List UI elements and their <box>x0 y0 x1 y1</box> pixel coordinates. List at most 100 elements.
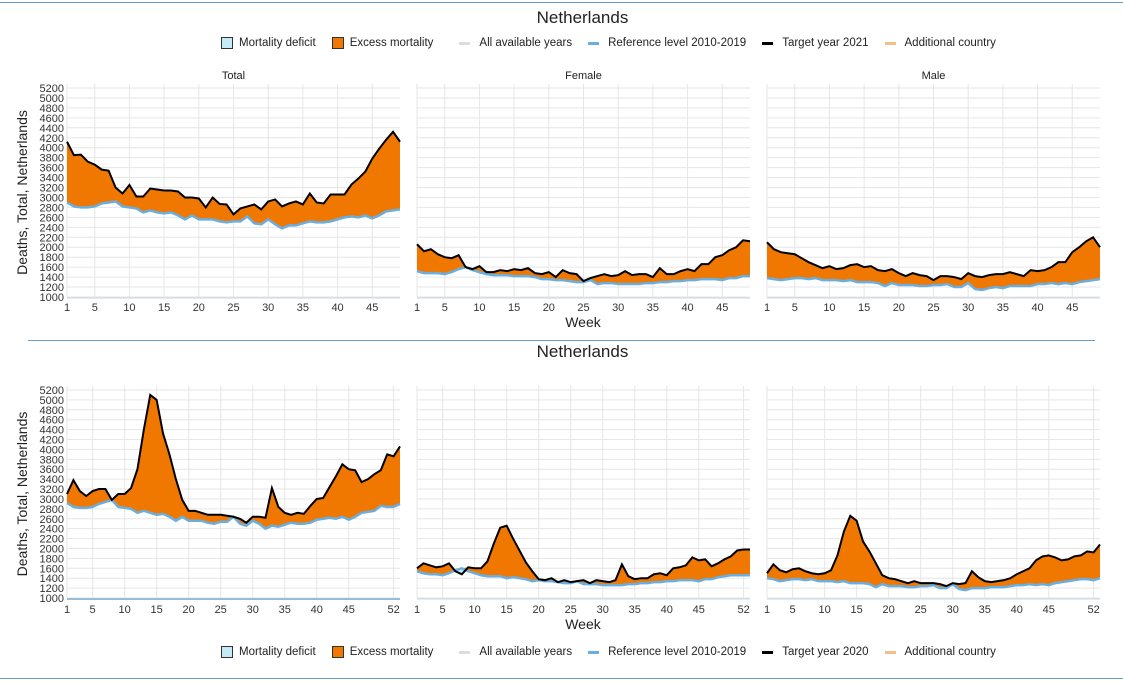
x-tick-label: 52 <box>737 604 749 616</box>
x-tick-label: 40 <box>311 604 323 616</box>
y-tick-label: 1000 <box>40 292 64 304</box>
target-line <box>762 650 774 654</box>
x-tick-label: 25 <box>577 302 589 314</box>
facet-label: Total <box>222 70 245 82</box>
x-tick-label: 10 <box>819 604 831 616</box>
chart-2020: 1000120014001600180020002200240026002800… <box>14 385 1101 632</box>
chart-title-2020: Netherlands <box>536 342 629 361</box>
reference-level-line <box>766 576 1101 592</box>
x-tick-label: 1 <box>414 302 420 314</box>
y-tick-label: 4600 <box>40 113 64 125</box>
x-tick-label: 1 <box>64 604 70 616</box>
x-tick-label: 45 <box>343 604 355 616</box>
x-tick-label: 45 <box>366 302 378 314</box>
x-tick-label: 10 <box>123 302 135 314</box>
x-tick-label: 30 <box>262 302 274 314</box>
y-tick-label: 3000 <box>40 192 64 204</box>
y-tick-label: 1400 <box>40 272 64 284</box>
x-tick-label: 15 <box>851 604 863 616</box>
top-border <box>0 2 1123 3</box>
x-tick-label: 10 <box>473 302 485 314</box>
y-tick-label: 4200 <box>40 435 64 447</box>
y-tick-label: 3600 <box>40 163 64 175</box>
additional-line <box>884 650 896 654</box>
x-tick-label: 1 <box>764 302 770 314</box>
panel-male: 1 5 10 15 20 25 30 35 40 45 52 <box>764 386 1101 616</box>
excess-swatch <box>331 646 344 658</box>
x-tick-label: 10 <box>469 604 481 616</box>
x-tick-label: 5 <box>790 604 796 616</box>
legend-item-excess[interactable]: Excess mortality <box>331 37 433 49</box>
x-tick-label: 20 <box>543 302 555 314</box>
y-tick-label: 1800 <box>40 252 64 264</box>
x-tick-label: 45 <box>1043 604 1055 616</box>
legend-item-target[interactable]: Target year 2021 <box>762 37 869 49</box>
legend-item-reference[interactable]: Reference level 2010-2019 <box>588 37 746 49</box>
x-tick-label: 30 <box>247 604 259 616</box>
x-tick-label: 20 <box>893 302 905 314</box>
y-tick-label: 2600 <box>40 212 64 224</box>
target-year-line <box>66 393 401 524</box>
x-tick-label: 10 <box>119 604 131 616</box>
y-tick-label: 1600 <box>40 262 64 274</box>
legend-item-deficit[interactable]: Mortality deficit <box>221 37 316 49</box>
y-tick-label: 5000 <box>40 395 64 407</box>
x-tick-label: 1 <box>414 604 420 616</box>
x-tick-label: 40 <box>681 302 693 314</box>
y-tick-label: 1200 <box>40 282 64 294</box>
y-tick-label: 3800 <box>40 153 64 165</box>
y-tick-label: 4000 <box>40 143 64 155</box>
x-tick-label: 30 <box>597 604 609 616</box>
legend-item-additional[interactable]: Additional country <box>884 37 996 49</box>
legend-item-target[interactable]: Target year 2020 <box>762 646 869 658</box>
x-tick-label: 15 <box>501 604 513 616</box>
y-tick-label: 3200 <box>40 183 64 195</box>
legend-item-reference[interactable]: Reference level 2010-2019 <box>588 646 746 658</box>
excess-mortality-area <box>67 394 400 529</box>
target-year-line <box>416 239 751 283</box>
y-tick-label: 1800 <box>40 553 64 565</box>
target-year-line <box>766 235 1101 282</box>
x-tick-label: 15 <box>508 302 520 314</box>
x-tick-label: 25 <box>927 302 939 314</box>
x-axis-title: Week <box>565 616 602 632</box>
all-years-line <box>459 650 471 654</box>
target-year-line <box>66 130 401 216</box>
y-tick-label: 4800 <box>40 103 64 115</box>
excess-mortality-area <box>67 131 400 229</box>
y-tick-label: 2800 <box>40 202 64 214</box>
legend-item-all-years[interactable]: All available years <box>459 646 572 658</box>
y-tick-label: 2600 <box>40 514 64 526</box>
legend-item-all-years[interactable]: All available years <box>459 37 572 49</box>
y-tick-label: 3400 <box>40 474 64 486</box>
x-tick-label: 15 <box>858 302 870 314</box>
x-tick-label: 15 <box>158 302 170 314</box>
reference-line <box>588 41 600 45</box>
x-tick-label: 40 <box>1031 302 1043 314</box>
reference-line <box>588 650 600 654</box>
y-tick-label: 1400 <box>40 573 64 585</box>
reference-level-line <box>66 200 401 230</box>
x-tick-label: 35 <box>647 302 659 314</box>
legend-item-deficit[interactable]: Mortality deficit <box>221 646 316 658</box>
y-tick-label: 2400 <box>40 524 64 536</box>
x-tick-label: 5 <box>92 302 98 314</box>
reference-level-line <box>416 566 750 587</box>
x-tick-label: 25 <box>227 302 239 314</box>
y-tick-label: 3800 <box>40 454 64 466</box>
x-tick-label: 35 <box>629 604 641 616</box>
y-tick-label: 5200 <box>40 385 64 397</box>
x-tick-label: 20 <box>883 604 895 616</box>
panel-female: 1 5 10 15 20 25 30 35 40 45 52 <box>414 386 750 616</box>
panel-total: 1000120014001600180020002200240026002800… <box>40 385 401 616</box>
x-tick-label: 25 <box>565 604 577 616</box>
y-tick-label: 3600 <box>40 464 64 476</box>
y-tick-label: 2200 <box>40 232 64 244</box>
legend-2020: Mortality deficit Excess mortality All a… <box>221 646 1012 658</box>
x-tick-label: 40 <box>1011 604 1023 616</box>
legend-item-additional[interactable]: Additional country <box>884 646 996 658</box>
x-tick-label: 35 <box>997 302 1009 314</box>
legend-item-excess[interactable]: Excess mortality <box>331 646 433 658</box>
